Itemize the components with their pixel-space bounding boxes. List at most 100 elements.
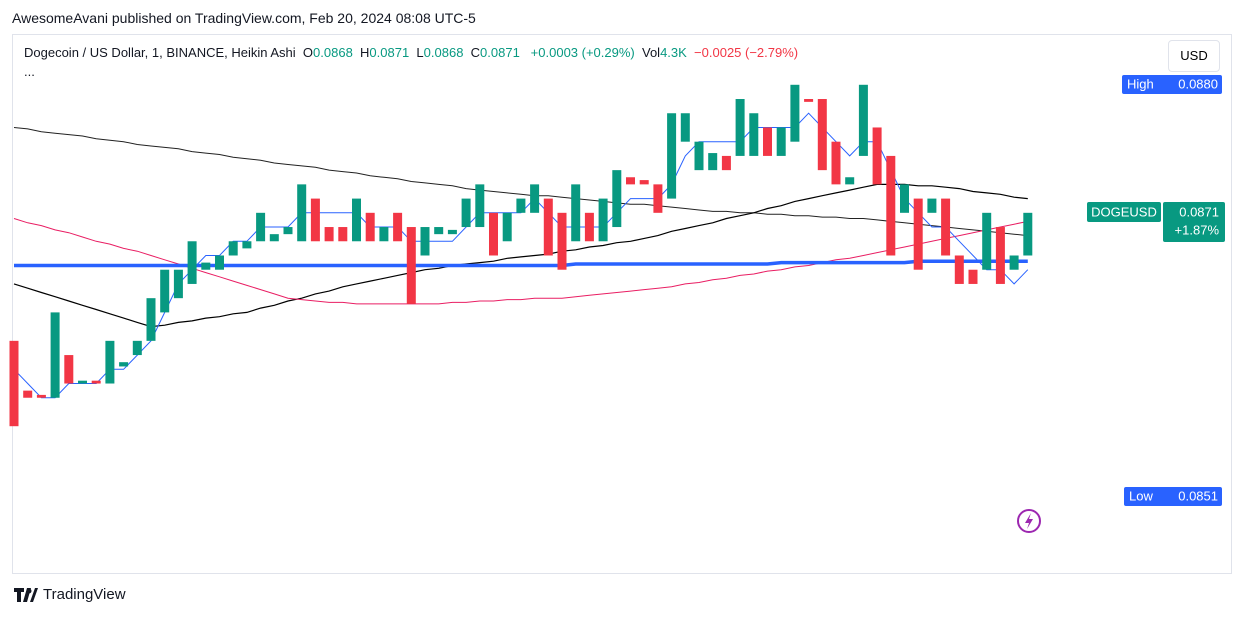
candle-body <box>530 184 540 213</box>
candle-body <box>146 298 156 341</box>
candle-body <box>968 269 978 284</box>
candle-body <box>749 113 759 156</box>
candle-body <box>858 84 868 156</box>
candle-body <box>447 229 457 235</box>
legend: Dogecoin / US Dollar, 1, BINANCE, Heikin… <box>24 45 798 60</box>
high-badge-bg <box>1122 75 1222 94</box>
icon-ring[interactable] <box>1017 509 1041 533</box>
candle-body <box>119 362 129 367</box>
ohlc-key: L <box>416 45 424 60</box>
ohlc-key: H <box>360 45 370 60</box>
candle-body <box>639 180 649 185</box>
candle-body <box>982 212 992 270</box>
high-value: 0.0880 <box>1178 76 1218 91</box>
ohlc-value: 0.0868 <box>313 45 353 60</box>
candle-body <box>995 227 1005 284</box>
candle-body <box>393 212 403 242</box>
ohlc-value: 0.0871 <box>480 45 520 60</box>
low-badge: Low 0.0851 <box>1124 487 1222 506</box>
candle-body <box>365 212 375 242</box>
candle-body <box>571 184 581 242</box>
candle-body <box>598 198 608 242</box>
candle-body <box>173 269 183 299</box>
symbol-label: DOGEUSD <box>1091 204 1157 219</box>
candle-body <box>680 113 690 142</box>
candle-body <box>817 99 827 171</box>
ma-line <box>13 127 1028 237</box>
candle-body <box>1023 212 1033 256</box>
candle-body <box>91 380 101 384</box>
candle-body <box>790 84 800 142</box>
candle-body <box>215 255 224 270</box>
ohlc-key: C <box>470 45 481 60</box>
low-value: 0.0851 <box>1178 488 1218 503</box>
candle-body <box>584 212 594 242</box>
candle-body <box>708 153 718 171</box>
publish-line: AwesomeAvani published on TradingView.co… <box>12 10 476 26</box>
candle-body <box>845 177 855 185</box>
candle-body <box>78 380 87 384</box>
more[interactable]: ... <box>24 64 35 79</box>
footer-brand: TradingView <box>43 586 126 603</box>
icon-bolt[interactable] <box>1025 513 1033 529</box>
candle-body <box>516 198 526 213</box>
candle-body <box>434 227 444 235</box>
candle-body <box>36 394 46 398</box>
candle-body <box>228 241 238 256</box>
candle-body <box>667 113 677 199</box>
candle-body <box>626 177 635 185</box>
candle-body <box>612 170 622 228</box>
candle-body <box>242 241 252 249</box>
price-value: 0.0871 <box>1179 204 1219 219</box>
ohlc-key: O <box>302 45 314 60</box>
price-badge-bg <box>1163 202 1225 242</box>
lightning-icon[interactable] <box>1017 509 1041 533</box>
candle-body <box>269 234 279 242</box>
low-badge-bg <box>1124 487 1222 506</box>
candle-body <box>461 198 471 228</box>
candle-body <box>831 141 841 185</box>
price-badge: DOGEUSD 0.0871 +1.87% <box>1087 202 1225 242</box>
change: +0.0003 (+0.29%) <box>530 45 635 60</box>
candle-body <box>50 312 60 398</box>
candle-body <box>900 184 909 213</box>
candle-body <box>502 212 512 242</box>
candle-body <box>406 227 416 304</box>
candle-body <box>23 390 33 398</box>
candle-body <box>105 340 115 384</box>
candle-body <box>694 141 704 171</box>
candle-body <box>721 155 731 171</box>
candle-body <box>9 340 19 427</box>
candle-body <box>324 227 334 242</box>
candle-body <box>489 212 498 256</box>
vol-label: Vol <box>641 45 661 60</box>
low-label: Low <box>1129 488 1153 503</box>
candle-body <box>338 227 348 242</box>
candle-body <box>776 127 786 156</box>
candle-body <box>310 198 320 242</box>
candle-body <box>557 212 567 270</box>
candle-body <box>160 269 170 313</box>
footer: TradingView <box>14 586 126 603</box>
candle-body <box>352 198 361 242</box>
candle-body <box>201 262 211 270</box>
candle-body <box>379 227 389 242</box>
candle-body <box>804 99 814 102</box>
price-change: +1.87% <box>1175 222 1220 237</box>
candle-body <box>283 227 293 235</box>
currency-button[interactable]: USD <box>1168 40 1220 72</box>
candle-body <box>543 198 553 256</box>
candle-body <box>297 184 307 242</box>
candle-body <box>475 184 485 228</box>
symbol: Dogecoin / US Dollar, 1, BINANCE, Heikin… <box>24 45 296 60</box>
candle-body <box>187 241 197 284</box>
candle-body <box>886 155 896 256</box>
candle-body <box>763 127 772 156</box>
ohlc: O0.0868 H0.0871 L0.0868 C0.0871 <box>303 45 527 60</box>
logo <box>14 587 38 602</box>
candle-body <box>954 255 964 284</box>
vol-change: −0.0025 (−2.79%) <box>694 45 799 60</box>
candle-body <box>420 227 430 256</box>
